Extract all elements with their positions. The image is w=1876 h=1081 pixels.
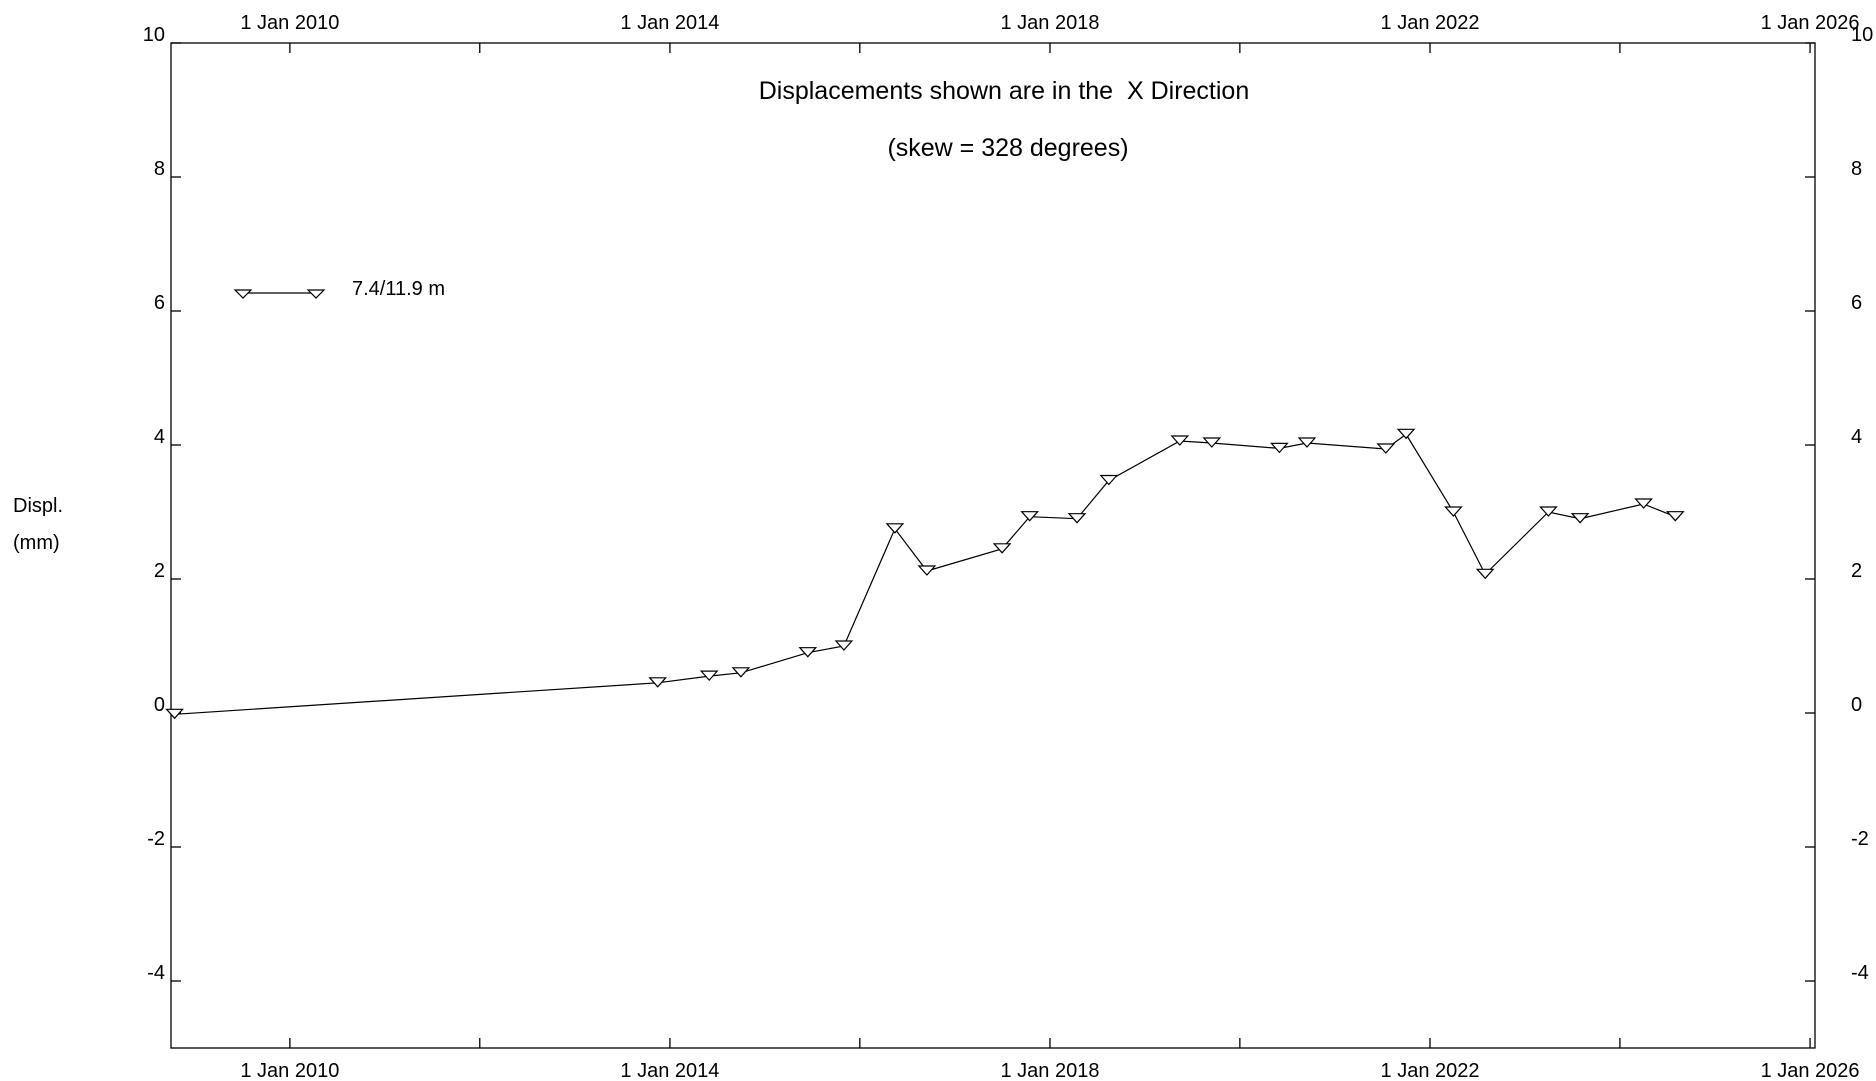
y-tick-label-right: 10 (1851, 24, 1873, 46)
y-tick-label-left: 4 (154, 426, 165, 448)
legend-marker-left (235, 290, 251, 298)
series-line (175, 434, 1676, 714)
data-point-marker (733, 668, 749, 677)
series-layer (167, 429, 1684, 718)
x-tick-label-bottom: 1 Jan 2022 (1381, 1060, 1480, 1081)
x-tick-label-top: 1 Jan 2018 (1000, 12, 1099, 34)
data-point-marker (1572, 514, 1588, 523)
chart-title: Displacements shown are in the X Directi… (759, 77, 1250, 105)
legend-label: 7.4/11.9 m (352, 278, 445, 300)
y-tick-label-right: 8 (1851, 158, 1862, 180)
x-tick-label-top: 1 Jan 2022 (1381, 12, 1480, 34)
data-point-marker (1299, 438, 1315, 447)
y-tick-label-right: 4 (1851, 426, 1862, 448)
x-tick-label-top: 1 Jan 2026 (1761, 12, 1860, 34)
y-axis-label-line-1: Displ. (13, 495, 63, 517)
y-axis-ticks: -4 -4 -2 -2 0 0 2 2 4 4 6 6 8 8 10 10 (143, 24, 1874, 984)
x-tick-label-top: 1 Jan 2014 (620, 12, 719, 34)
data-point-marker (1540, 507, 1556, 516)
y-tick-label-right: -2 (1851, 828, 1869, 850)
y-tick-label-right: 2 (1851, 560, 1862, 582)
x-tick-label-bottom: 1 Jan 2010 (240, 1060, 339, 1081)
y-tick-label-left: 0 (154, 694, 165, 716)
x-axis-ticks: 1 Jan 2010 1 Jan 2010 1 Jan 2014 1 Jan 2014… (240, 12, 1859, 1081)
x-tick-label-top: 1 Jan 2010 (240, 12, 339, 34)
data-point-marker (1101, 476, 1117, 485)
y-tick-label-right: -4 (1851, 962, 1869, 984)
data-point-marker (994, 544, 1010, 553)
plot-border (171, 43, 1815, 1048)
data-point-marker (1445, 507, 1461, 516)
x-tick-label-bottom: 1 Jan 2018 (1000, 1060, 1099, 1081)
y-tick-label-left: 8 (154, 158, 165, 180)
y-tick-label-left: 2 (154, 560, 165, 582)
y-tick-label-left: 6 (154, 292, 165, 314)
y-tick-label-left: -4 (147, 962, 165, 984)
legend: 7.4/11.9 m (235, 278, 445, 300)
y-tick-label-left: 10 (143, 24, 165, 46)
x-tick-label-bottom: 1 Jan 2026 (1761, 1060, 1860, 1081)
data-point-marker (1398, 429, 1414, 438)
y-axis-label-line-2: (mm) (13, 532, 60, 554)
legend-marker-right (308, 290, 324, 298)
data-point-marker (887, 524, 903, 533)
y-tick-label-left: -2 (147, 828, 165, 850)
data-point-marker (1022, 512, 1038, 521)
data-point-marker (1477, 569, 1493, 578)
data-point-marker (919, 566, 935, 575)
x-tick-label-bottom: 1 Jan 2014 (620, 1060, 719, 1081)
chart-subtitle: (skew = 328 degrees) (887, 134, 1128, 162)
y-tick-label-right: 6 (1851, 292, 1862, 314)
y-tick-label-right: 0 (1851, 694, 1862, 716)
data-point-marker (1667, 512, 1683, 521)
plot-frame (171, 43, 1815, 1048)
data-point-marker (836, 641, 852, 650)
